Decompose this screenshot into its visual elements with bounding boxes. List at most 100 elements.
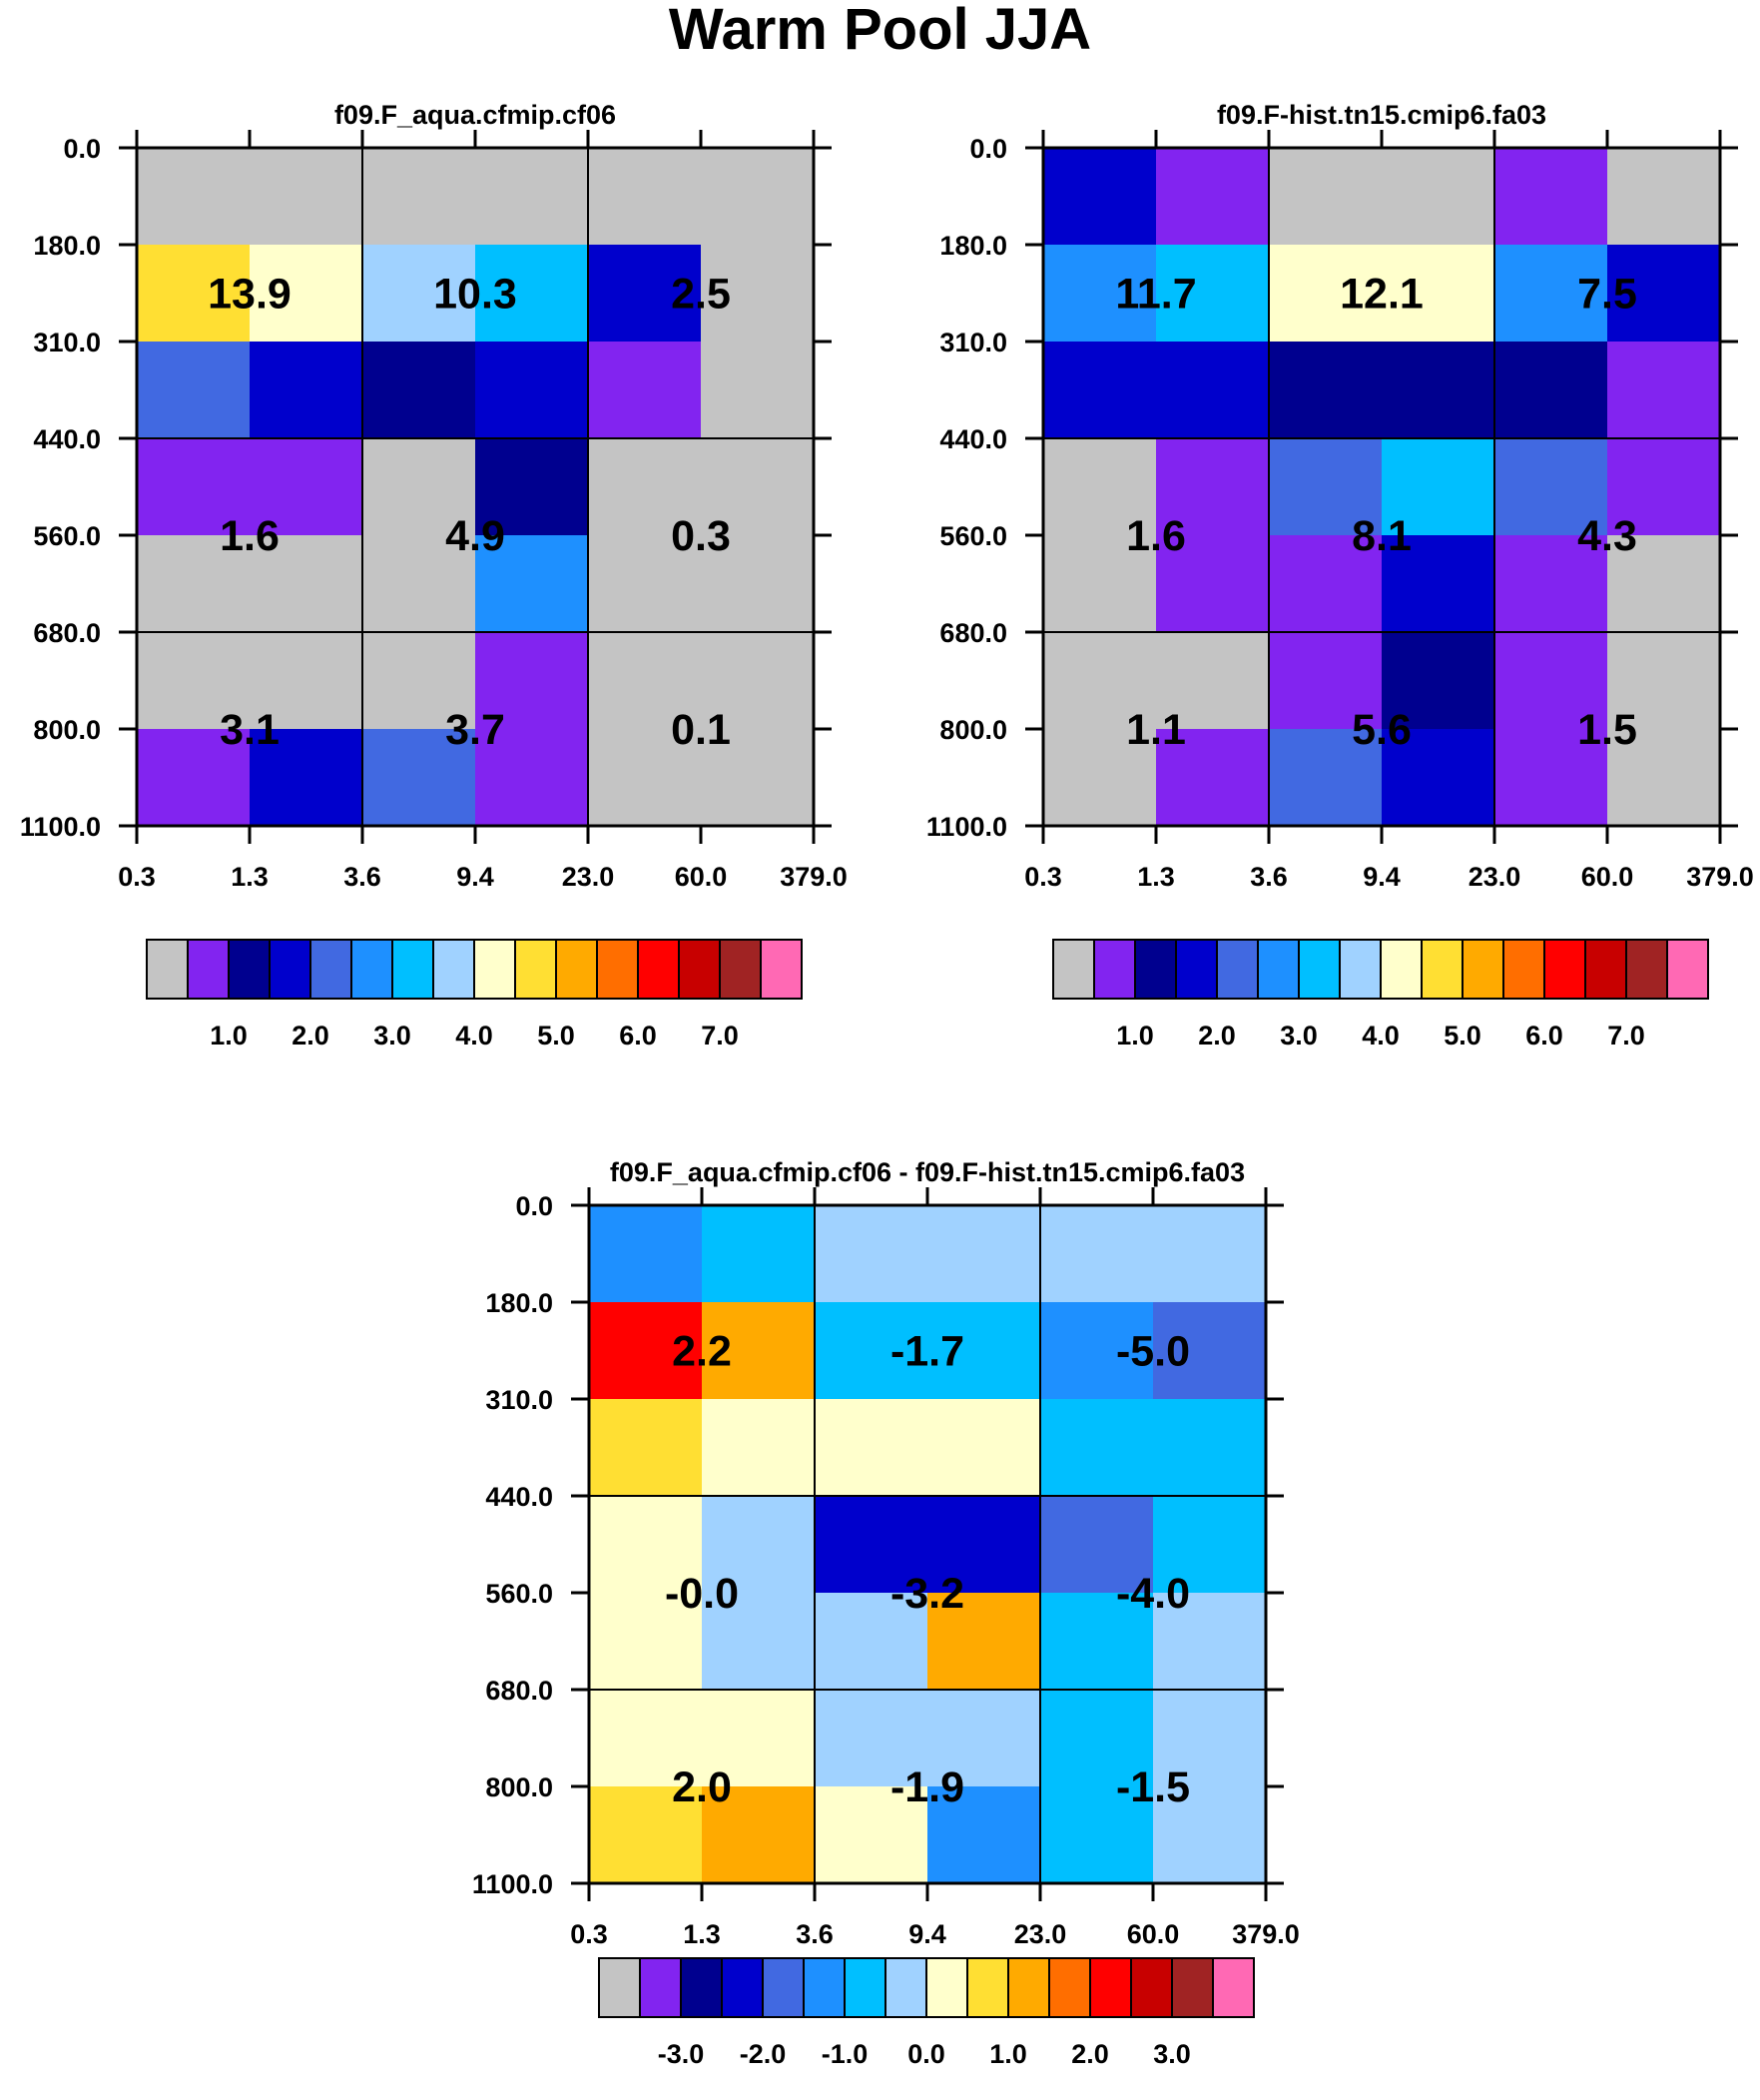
heatmap-cell bbox=[588, 148, 702, 246]
heatmap-cell bbox=[589, 1593, 703, 1691]
heatmap-cell bbox=[362, 245, 476, 343]
heatmap-cell bbox=[1153, 1205, 1267, 1303]
colorbar-swatch bbox=[1134, 939, 1177, 1000]
heatmap-cell bbox=[1153, 1786, 1267, 1884]
colorbar-swatch bbox=[391, 939, 434, 1000]
colorbar-swatch bbox=[678, 939, 721, 1000]
colorbar-swatch bbox=[269, 939, 311, 1000]
colorbar-swatch bbox=[350, 939, 393, 1000]
y-tick-label: 800.0 bbox=[939, 715, 1007, 745]
heatmap-cell bbox=[1156, 245, 1270, 343]
block-value-label: 4.3 bbox=[1577, 512, 1637, 560]
colorbar-swatch bbox=[1339, 939, 1382, 1000]
y-tick-label: 560.0 bbox=[485, 1579, 553, 1609]
colorbar-swatch bbox=[1380, 939, 1423, 1000]
y-tick-label: 0.0 bbox=[63, 134, 101, 164]
heatmap-cell bbox=[475, 632, 589, 730]
colorbar-swatch bbox=[1212, 1957, 1255, 2018]
heatmap-cell bbox=[701, 148, 815, 246]
heatmap-cell bbox=[1494, 245, 1608, 343]
block-value-label: 11.7 bbox=[1115, 271, 1196, 319]
y-tick-label: 310.0 bbox=[939, 328, 1007, 357]
heatmap-cell bbox=[1269, 245, 1383, 343]
heatmap-cell bbox=[815, 1593, 928, 1691]
heatmap-cell bbox=[1607, 632, 1721, 730]
heatmap-cell bbox=[927, 1399, 1041, 1497]
colorbar-swatch bbox=[1462, 939, 1504, 1000]
x-tick-label: 3.6 bbox=[796, 1919, 834, 1949]
panel-3: f09.F_aqua.cfmip.cf06 - f09.F-hist.tn15.… bbox=[472, 1157, 1300, 2069]
heatmap-cell bbox=[137, 535, 251, 633]
block-value-label: 3.7 bbox=[445, 706, 505, 754]
colorbar-swatch bbox=[598, 1957, 641, 2018]
heatmap-cell bbox=[250, 729, 363, 827]
heatmap-cell bbox=[137, 245, 251, 343]
x-tick-label: 9.4 bbox=[908, 1919, 946, 1949]
heatmap-cell bbox=[589, 1690, 703, 1787]
heatmap-cell bbox=[927, 1690, 1041, 1787]
colorbar-swatch bbox=[1130, 1957, 1173, 2018]
heatmap-cell bbox=[1153, 1399, 1267, 1497]
x-tick-label: 379.0 bbox=[1232, 1919, 1300, 1949]
y-tick-label: 560.0 bbox=[939, 521, 1007, 551]
block-value-label: 8.1 bbox=[1352, 512, 1412, 560]
heatmap-cell bbox=[1156, 342, 1270, 439]
heatmap-cell bbox=[1040, 1302, 1154, 1400]
heatmap-cell bbox=[1153, 1302, 1267, 1400]
heatmap-cell bbox=[589, 1205, 703, 1303]
block-value-label: 2.5 bbox=[671, 271, 731, 319]
colorbar-swatch bbox=[637, 939, 680, 1000]
heatmap-cell bbox=[1043, 535, 1157, 633]
heatmap-cell bbox=[1607, 729, 1721, 827]
block-value-label: 7.5 bbox=[1577, 271, 1637, 319]
heatmap-cell bbox=[701, 245, 815, 343]
colorbar-label: -1.0 bbox=[822, 2039, 869, 2069]
heatmap-cell bbox=[1494, 148, 1608, 246]
block-value-label: 1.6 bbox=[1126, 512, 1186, 560]
x-tick-label: 0.3 bbox=[1024, 862, 1062, 892]
y-tick-label: 180.0 bbox=[33, 231, 101, 261]
y-tick-label: 800.0 bbox=[33, 715, 101, 745]
x-tick-label: 379.0 bbox=[780, 862, 848, 892]
colorbar-label: 7.0 bbox=[1607, 1021, 1645, 1050]
heatmap-cell bbox=[701, 342, 815, 439]
heatmap-cell bbox=[1382, 535, 1495, 633]
heatmap-cell bbox=[250, 535, 363, 633]
heatmap-cell bbox=[1382, 342, 1495, 439]
heatmap-cell bbox=[701, 535, 815, 633]
heatmap-cell bbox=[815, 1690, 928, 1787]
heatmap-cell bbox=[1156, 535, 1270, 633]
heatmap-cell bbox=[1156, 148, 1270, 246]
x-tick-label: 0.3 bbox=[118, 862, 156, 892]
heatmap-cell bbox=[137, 438, 251, 536]
colorbar-label: 6.0 bbox=[619, 1021, 657, 1050]
y-tick-label: 680.0 bbox=[485, 1676, 553, 1706]
heatmap-cell bbox=[362, 342, 476, 439]
colorbar-label: 1.0 bbox=[1116, 1021, 1154, 1050]
heatmap-cell bbox=[1156, 632, 1270, 730]
heatmap-cell bbox=[588, 535, 702, 633]
x-tick-label: 9.4 bbox=[1363, 862, 1401, 892]
heatmap-cell bbox=[475, 535, 589, 633]
heatmap-cell bbox=[1382, 632, 1495, 730]
heatmap-cell bbox=[588, 342, 702, 439]
colorbar-label: -3.0 bbox=[658, 2039, 705, 2069]
heatmap-cell bbox=[362, 535, 476, 633]
heatmap-cell bbox=[1040, 1593, 1154, 1691]
colorbar-swatch bbox=[1298, 939, 1341, 1000]
x-tick-label: 3.6 bbox=[343, 862, 381, 892]
heatmap-cell bbox=[1607, 342, 1721, 439]
colorbar-label: 5.0 bbox=[537, 1021, 575, 1050]
y-tick-label: 800.0 bbox=[485, 1772, 553, 1802]
heatmap-cell bbox=[1156, 438, 1270, 536]
colorbar-swatch bbox=[719, 939, 762, 1000]
heatmap-cell bbox=[702, 1786, 816, 1884]
block-value-label: -0.0 bbox=[665, 1570, 739, 1618]
heatmap-cell bbox=[475, 245, 589, 343]
heatmap-cell bbox=[1269, 535, 1383, 633]
colorbar-label: 6.0 bbox=[1525, 1021, 1563, 1050]
block-value-label: -5.0 bbox=[1116, 1328, 1190, 1376]
heatmap-cell bbox=[1607, 535, 1721, 633]
y-tick-label: 180.0 bbox=[485, 1288, 553, 1318]
heatmap-cell bbox=[1156, 729, 1270, 827]
